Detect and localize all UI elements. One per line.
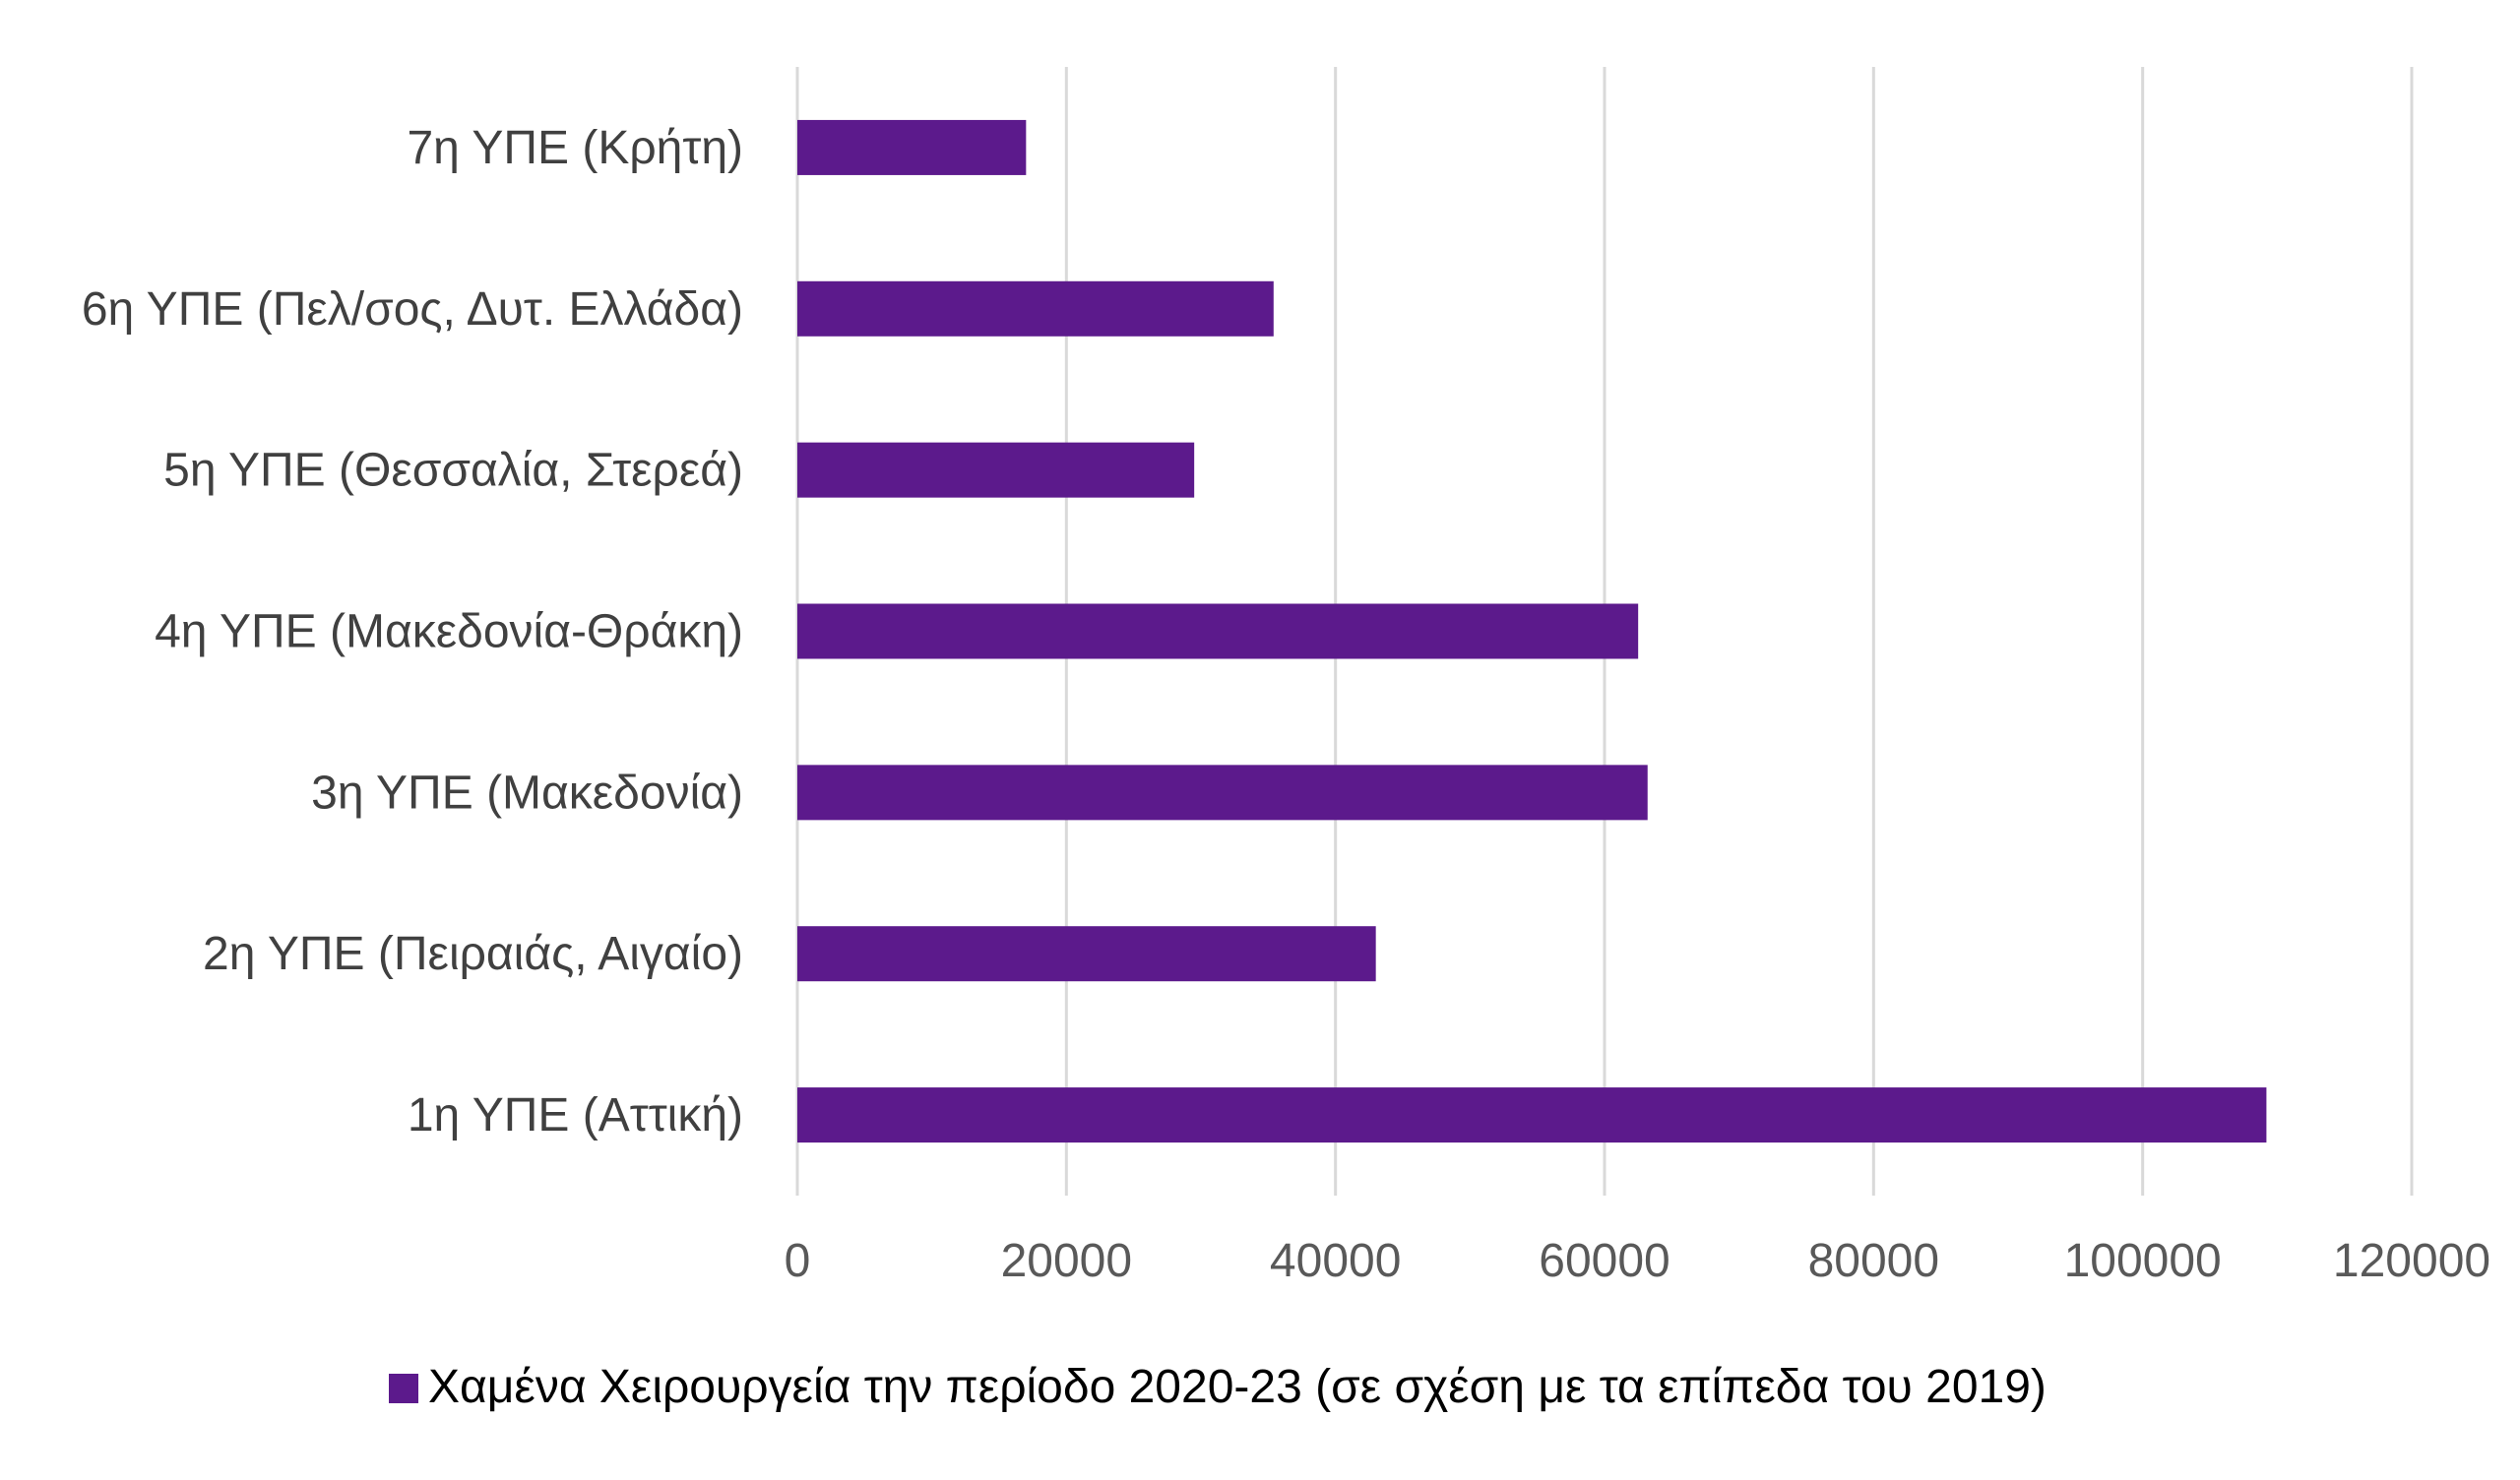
bar: [797, 1087, 2267, 1143]
bar: [797, 603, 1639, 659]
category-label: 2η ΥΠΕ (Πειραιάς, Αιγαίο): [203, 928, 743, 980]
x-tick-labels: 0 20000 40000 60000 80000 100000 120000: [785, 1235, 2490, 1287]
bar: [797, 765, 1648, 821]
category-label: 4η ΥΠΕ (Μακεδονία-Θράκη): [155, 606, 743, 658]
category-label: 1η ΥΠΕ (Αττική): [408, 1089, 743, 1141]
category-label: 7η ΥΠΕ (Κρήτη): [407, 122, 743, 174]
category-labels: 7η ΥΠΕ (Κρήτη) 6η ΥΠΕ (Πελ/σος, Δυτ. Ελλά…: [82, 122, 743, 1141]
category-label: 6η ΥΠΕ (Πελ/σος, Δυτ. Ελλάδα): [82, 283, 743, 336]
bars: [797, 119, 2267, 1143]
x-tick-label: 100000: [2064, 1235, 2222, 1287]
category-label: 3η ΥΠΕ (Μακεδονία): [311, 767, 743, 819]
legend-swatch-icon: [389, 1374, 418, 1403]
legend: Χαμένα Χειρουργεία την περίοδο 2020-23 (…: [389, 1361, 2047, 1413]
x-tick-label: 60000: [1539, 1235, 1670, 1287]
bar: [797, 442, 1195, 498]
x-tick-label: 80000: [1808, 1235, 1939, 1287]
x-tick-label: 120000: [2333, 1235, 2490, 1287]
x-tick-label: 40000: [1270, 1235, 1401, 1287]
x-tick-label: 0: [785, 1235, 811, 1287]
x-tick-label: 20000: [1001, 1235, 1132, 1287]
category-label: 5η ΥΠΕ (Θεσσαλία, Στερεά): [163, 445, 743, 497]
bar: [797, 119, 1027, 175]
bar: [797, 926, 1376, 982]
bar: [797, 280, 1274, 337]
legend-label: Χαμένα Χειρουργεία την περίοδο 2020-23 (…: [428, 1361, 2047, 1413]
